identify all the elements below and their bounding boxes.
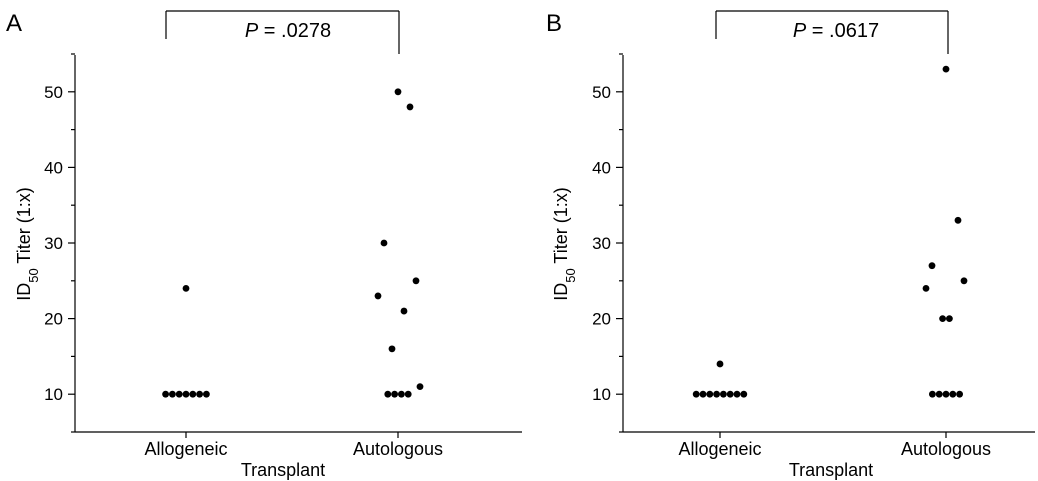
data-point [416, 383, 424, 391]
data-point [949, 390, 957, 398]
y-tick-label: 10 [592, 385, 611, 404]
data-point [699, 390, 707, 398]
data-point [939, 315, 946, 322]
data-point [406, 103, 414, 111]
x-ticks: Allogeneic Autologous [144, 432, 443, 459]
y-ticks: 10 20 30 40 50 [592, 53, 623, 433]
data-point [929, 390, 936, 398]
data-point [692, 390, 700, 398]
y-tick-label: 40 [44, 158, 63, 177]
panel-b: B P = .0617 10 20 30 40 50 Allogeneic Autolog… [546, 10, 1035, 480]
x-tick-label: Autologous [901, 439, 991, 459]
data-point [388, 345, 396, 353]
data-point [398, 390, 405, 398]
x-axis-label: Transplant [789, 460, 873, 480]
y-tick-label: 40 [592, 158, 611, 177]
data-point [942, 390, 950, 398]
x-tick-label: Allogeneic [144, 439, 227, 459]
data-point [928, 262, 936, 270]
y-tick-label: 20 [592, 310, 611, 329]
data-point [954, 216, 962, 224]
data-point [394, 88, 402, 96]
data-point [189, 390, 197, 398]
y-tick-label: 30 [44, 234, 63, 253]
data-point [162, 390, 170, 398]
data-point [374, 292, 382, 300]
data-point [922, 284, 930, 292]
data-point [412, 277, 420, 285]
data-point [380, 239, 388, 247]
y-axis-label: ID50 Titer (1:x) [14, 187, 41, 300]
panel-a: A P = .0278 10 20 30 40 50 Allogeneic Autolog… [6, 10, 522, 480]
data-point [400, 307, 408, 315]
y-tick-label: 50 [44, 83, 63, 102]
data-point [720, 390, 727, 398]
y-tick-label: 20 [44, 310, 63, 329]
data-point [706, 390, 714, 398]
x-tick-label: Autologous [353, 439, 443, 459]
y-tick-label: 10 [44, 385, 63, 404]
data-point [196, 390, 204, 398]
data-point [726, 390, 734, 398]
p-value-label: P = .0278 [245, 20, 331, 42]
x-ticks: Allogeneic Autologous [678, 432, 991, 459]
data-point [716, 360, 724, 368]
data-point [169, 390, 176, 398]
data-point [404, 390, 412, 398]
x-axis-label: Transplant [241, 460, 325, 480]
data-points [692, 65, 968, 398]
data-point [740, 390, 748, 398]
data-point [203, 390, 210, 398]
data-point [960, 277, 968, 285]
data-points [162, 88, 424, 398]
data-point [182, 284, 190, 292]
panel-label: B [546, 10, 562, 37]
y-ticks: 10 20 30 40 50 [44, 53, 75, 433]
data-point [175, 390, 183, 398]
data-point [733, 390, 741, 398]
y-tick-label: 30 [592, 234, 611, 253]
data-point [935, 390, 943, 398]
data-point [391, 390, 398, 398]
data-point [713, 390, 720, 398]
panel-label: A [6, 10, 22, 37]
data-point [956, 390, 963, 398]
y-tick-label: 50 [592, 83, 611, 102]
data-point [946, 315, 953, 322]
data-point [942, 65, 950, 73]
data-point [182, 390, 190, 398]
p-value-label: P = .0617 [793, 20, 879, 42]
y-axis-label: ID50 Titer (1:x) [551, 187, 578, 300]
data-point [384, 390, 392, 398]
x-tick-label: Allogeneic [678, 439, 761, 459]
